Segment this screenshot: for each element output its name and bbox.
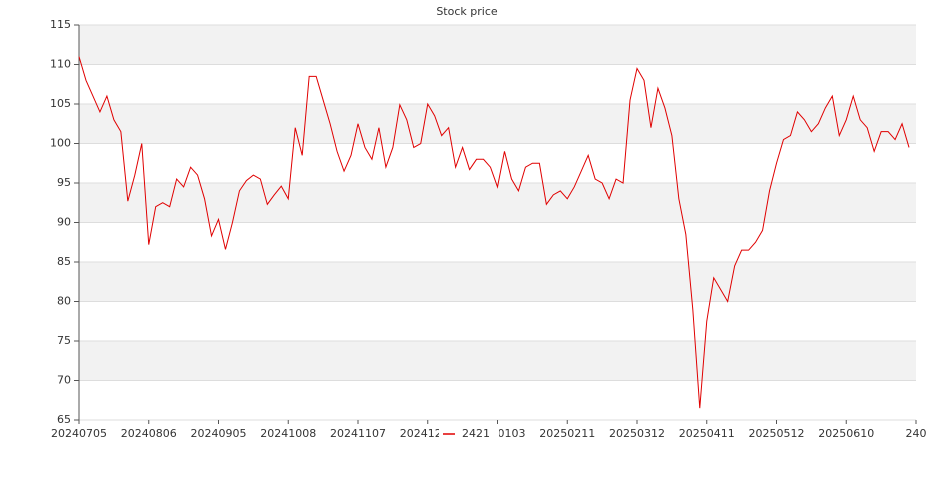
x-tick-label: 20250610: [818, 427, 874, 440]
legend-label: 2421: [462, 427, 490, 440]
x-tick-label: 20240806: [121, 427, 177, 440]
y-tick-label: 65: [57, 413, 71, 426]
grid-band: [79, 183, 916, 223]
y-tick-label: 80: [57, 295, 71, 308]
y-tick-label: 95: [57, 176, 71, 189]
x-tick-label: 20250211: [539, 427, 595, 440]
x-tick-label: 20240905: [191, 427, 247, 440]
y-tick-label: 115: [50, 18, 71, 31]
x-tick-label: 20250512: [749, 427, 805, 440]
legend-box: [439, 425, 499, 443]
x-tick-label: 20241107: [330, 427, 386, 440]
y-tick-label: 105: [50, 97, 71, 110]
price-line: [78, 56, 910, 409]
grid-band: [79, 104, 916, 144]
grid-band: [79, 341, 916, 381]
x-tick-label: 20240705: [51, 427, 107, 440]
y-tick-label: 70: [57, 374, 71, 387]
y-tick-label: 75: [57, 334, 71, 347]
grid-band: [79, 25, 916, 65]
y-tick-label: 90: [57, 216, 71, 229]
x-tick-label: 20241008: [260, 427, 316, 440]
chart-title: Stock price: [436, 5, 498, 18]
x-tick-label: 20250411: [679, 427, 735, 440]
x-tick-label: 20250312: [609, 427, 665, 440]
y-tick-label: 100: [50, 137, 71, 150]
grid-band: [79, 262, 916, 302]
y-tick-label: 85: [57, 255, 71, 268]
y-tick-label: 110: [50, 58, 71, 71]
x-tick-label: 240: [906, 427, 927, 440]
